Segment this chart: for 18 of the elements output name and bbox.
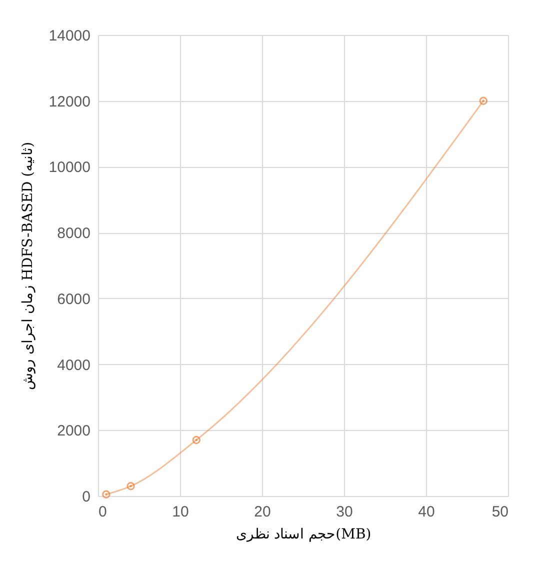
x-tick-label: 20 [254, 504, 271, 520]
x-tick-label: 40 [418, 504, 435, 520]
y-tick-label: 2000 [57, 422, 90, 440]
y-tick-label: 10000 [48, 159, 90, 176]
y-tick-label: 4000 [57, 356, 90, 374]
x-tick-label: 10 [172, 504, 189, 520]
x-axis-title: حجم اسناد نظری(MB) [236, 526, 372, 542]
x-tick-label: 50 [492, 504, 508, 520]
x-tick-label: 30 [336, 504, 353, 520]
y-tick-label: 6000 [57, 290, 90, 308]
y-tick-label: 14000 [48, 28, 90, 44]
y-tick-label: 0 [82, 488, 90, 506]
x-tick-label: 0 [98, 504, 107, 520]
y-tick-label: 8000 [57, 225, 90, 242]
point [192, 436, 201, 444]
point [126, 482, 135, 490]
y-axis-title: زمان اجرای روش HDFS-BASED (ثانیه) [20, 142, 36, 390]
y-tick-label: 12000 [48, 93, 90, 110]
